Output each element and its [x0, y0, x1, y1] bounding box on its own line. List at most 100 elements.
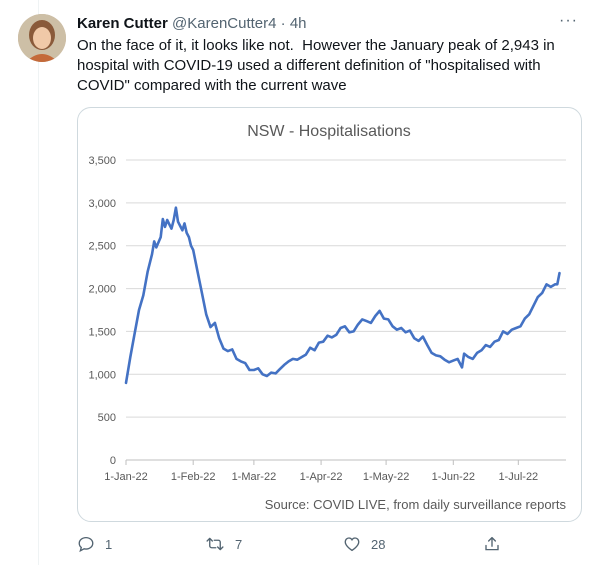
- data-point: [147, 270, 149, 272]
- data-point: [413, 337, 415, 339]
- y-tick-label: 2,000: [88, 284, 116, 296]
- data-point: [164, 226, 166, 228]
- data-point: [340, 327, 342, 329]
- avatar-image: [18, 14, 66, 62]
- data-point: [209, 326, 212, 328]
- data-point: [166, 219, 168, 221]
- chart-gridlines: [126, 159, 566, 461]
- data-point: [461, 366, 463, 368]
- like-button[interactable]: 28: [343, 532, 385, 556]
- data-point: [335, 334, 337, 336]
- data-point: [177, 221, 179, 223]
- data-point: [506, 333, 509, 335]
- data-point: [524, 318, 526, 320]
- data-point: [400, 327, 402, 329]
- data-point: [370, 322, 372, 324]
- data-point: [550, 286, 552, 288]
- data-point: [353, 330, 355, 332]
- data-point: [541, 292, 543, 294]
- data-point: [511, 329, 513, 331]
- data-point: [183, 222, 186, 224]
- data-point: [240, 360, 242, 362]
- avatar[interactable]: [18, 14, 66, 62]
- data-point: [248, 369, 251, 371]
- data-point: [457, 358, 459, 360]
- data-point: [448, 361, 450, 363]
- data-point: [344, 325, 346, 327]
- data-point: [405, 331, 407, 333]
- data-point: [422, 336, 424, 338]
- data-point: [155, 246, 157, 248]
- tweet-image[interactable]: NSW - Hospitalisations 0 500 1,000 1,500 2,0…: [77, 107, 582, 522]
- data-point: [357, 324, 359, 326]
- x-axis-tick-labels: 1-Jan-22 1-Feb-22 1-Mar-22 1-Apr-22 1-May-22…: [104, 460, 538, 483]
- data-point: [142, 294, 144, 296]
- data-point: [179, 225, 181, 227]
- data-point: [125, 382, 127, 384]
- data-point: [175, 207, 177, 209]
- separator-dot: ·: [280, 15, 286, 32]
- data-point: [439, 355, 441, 357]
- data-point: [314, 349, 316, 351]
- data-point: [214, 322, 216, 324]
- data-point: [186, 232, 188, 234]
- data-point: [485, 344, 487, 346]
- share-button[interactable]: [483, 532, 501, 556]
- data-point: [452, 360, 454, 362]
- data-point: [305, 354, 307, 356]
- data-point: [472, 358, 474, 360]
- data-point: [519, 325, 522, 327]
- data-point: [366, 320, 368, 322]
- more-dots-icon[interactable]: ···: [559, 12, 578, 29]
- data-point: [218, 337, 220, 339]
- data-point: [379, 310, 381, 312]
- data-point: [275, 372, 277, 374]
- hospitalisations-series-line: [124, 206, 561, 385]
- x-tick-label: 1-Mar-22: [232, 471, 277, 483]
- data-point: [153, 240, 155, 242]
- data-point: [528, 313, 530, 315]
- tweet-time[interactable]: 4h: [289, 15, 307, 32]
- x-tick-label: 1-May-22: [363, 471, 409, 483]
- data-point: [138, 309, 140, 311]
- x-tick-label: 1-Apr-22: [300, 471, 343, 483]
- heart-icon: [344, 537, 360, 552]
- retweet-button[interactable]: 7: [205, 532, 242, 556]
- data-point: [348, 331, 350, 333]
- data-point: [160, 236, 162, 238]
- y-tick-label: 1,500: [88, 326, 116, 338]
- hospitalisations-chart: NSW - Hospitalisations 0 500 1,000 1,500 2,0…: [88, 123, 566, 512]
- data-point: [235, 358, 238, 360]
- tweet-text: On the face of it, it looks like not. Ho…: [77, 37, 559, 94]
- data-point: [418, 340, 420, 342]
- data-point: [322, 341, 324, 343]
- data-point: [387, 318, 389, 320]
- data-point: [476, 352, 478, 354]
- author-handle[interactable]: @KarenCutter4: [172, 15, 277, 32]
- data-point: [498, 339, 500, 341]
- tweet-header: Karen Cutter @KarenCutter4 · 4h: [77, 14, 578, 34]
- data-point: [467, 356, 470, 358]
- data-point: [270, 372, 272, 374]
- data-point: [515, 327, 517, 329]
- data-point: [396, 329, 398, 331]
- data-point: [309, 347, 311, 349]
- data-point: [444, 359, 446, 361]
- data-point: [480, 349, 483, 351]
- data-point: [554, 283, 556, 285]
- reply-button[interactable]: 1: [77, 532, 112, 556]
- data-point: [545, 283, 548, 285]
- data-point: [188, 236, 190, 238]
- y-tick-label: 0: [110, 455, 116, 467]
- reply-icon: [78, 536, 94, 553]
- data-point: [331, 336, 333, 338]
- data-point: [266, 375, 268, 377]
- data-point: [383, 318, 385, 320]
- x-tick-label: 1-Jul-22: [498, 471, 538, 483]
- tweet-actions: 1 7 28: [77, 532, 580, 556]
- data-point: [288, 360, 290, 362]
- data-point: [205, 313, 207, 315]
- author-name[interactable]: Karen Cutter: [77, 15, 168, 32]
- data-point: [196, 270, 199, 272]
- data-point: [292, 358, 294, 360]
